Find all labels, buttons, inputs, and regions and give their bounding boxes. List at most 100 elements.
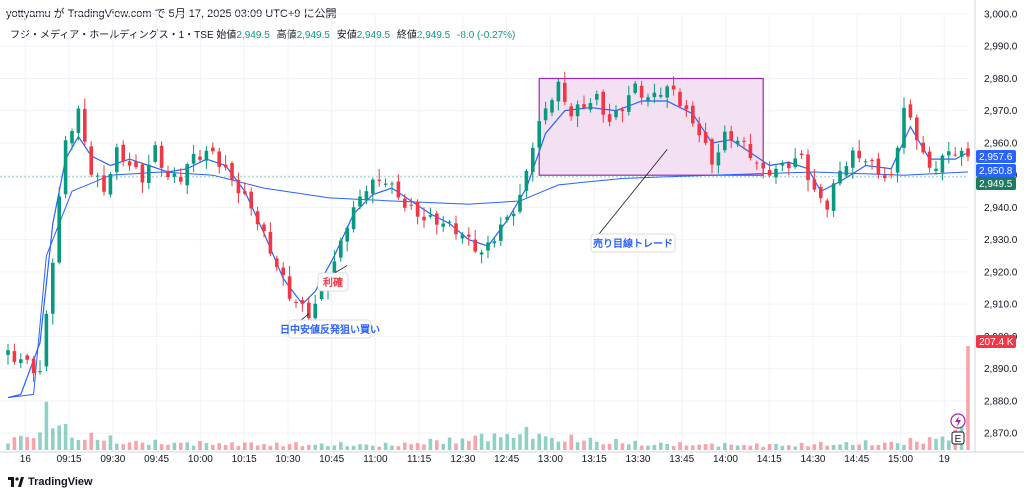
volume-bar <box>179 442 183 450</box>
volume-bar <box>351 445 356 450</box>
price-tag <box>976 150 1016 163</box>
volume-bar <box>793 446 797 450</box>
candle-body <box>537 121 541 148</box>
candle-body <box>243 191 247 194</box>
candle-body <box>287 276 292 299</box>
candle-body <box>582 104 586 108</box>
volume-bar <box>883 442 887 450</box>
volume-bar <box>812 444 817 450</box>
candle-body <box>390 183 394 185</box>
volume-bar <box>38 432 42 450</box>
candle-body <box>383 183 388 185</box>
candle-body <box>108 174 113 195</box>
volume-bar <box>524 426 529 450</box>
volume-bar <box>153 439 157 450</box>
volume-bar <box>511 437 516 450</box>
close-value: 2,949.5 <box>416 30 451 41</box>
high-value: 2,949.5 <box>296 30 330 41</box>
candle-body <box>51 262 55 314</box>
candle-body <box>371 179 375 194</box>
volume-bar <box>307 444 311 450</box>
candle-body <box>499 224 503 241</box>
candle-body <box>25 355 29 360</box>
candle-body <box>179 176 183 182</box>
candle-body <box>511 213 516 217</box>
volume-bar <box>217 443 221 450</box>
volume-bar <box>268 445 273 450</box>
candle-body <box>774 168 778 178</box>
volume-bar <box>767 444 772 450</box>
candle-body <box>761 162 765 169</box>
candle-body <box>473 239 477 252</box>
volume-bar <box>780 445 785 450</box>
high-label: 高値 <box>276 30 297 41</box>
candle-body <box>217 151 221 167</box>
candle-body <box>684 105 689 110</box>
symbol-name[interactable]: フジ・メディア・ホールディングス・1・TSE <box>10 30 214 41</box>
volume-bar <box>851 444 855 450</box>
volume-bar <box>19 435 23 450</box>
volume-bar <box>601 444 605 450</box>
candle-body <box>396 181 401 198</box>
volume-bar <box>870 445 874 450</box>
x-tick-label: 09:45 <box>144 454 169 465</box>
volume-bar <box>204 443 209 450</box>
volume-bar <box>838 444 842 450</box>
sell-zone-box <box>538 77 764 176</box>
candle-body <box>486 242 490 251</box>
x-tick-label: 12:30 <box>450 454 475 465</box>
volume-bar <box>659 442 663 450</box>
volume-bar <box>12 437 17 450</box>
volume-bar <box>31 438 36 450</box>
y-tick-label: 2,990.0 <box>984 42 1018 53</box>
candle-body <box>723 131 727 151</box>
y-tick-label: 2,910.0 <box>984 300 1018 311</box>
candle-body <box>838 170 842 184</box>
candle-body <box>959 150 964 157</box>
x-tick-label: 14:15 <box>757 454 782 465</box>
vwap-line <box>7 171 969 399</box>
candle-body <box>198 156 202 160</box>
candle-body <box>70 131 74 144</box>
tradingview-footer[interactable]: TradingView <box>8 476 93 488</box>
volume-bar <box>403 442 407 450</box>
volume-bar <box>819 441 823 450</box>
candle-body <box>819 186 823 199</box>
callout-text: 売り目線トレード <box>593 237 673 250</box>
candle-body <box>703 131 708 143</box>
volume-bar <box>223 444 228 450</box>
candle-body <box>358 196 362 207</box>
candle-body <box>755 162 759 164</box>
candle-body <box>275 258 279 267</box>
candle-body <box>614 110 618 118</box>
candle-body <box>236 179 241 194</box>
volume-bar <box>236 445 241 450</box>
candle-body <box>428 215 433 217</box>
candle-body <box>102 175 106 192</box>
volume-bar <box>63 423 68 450</box>
volume-bar <box>857 444 861 450</box>
volume-bar <box>492 433 497 450</box>
x-tick-label: 14:45 <box>844 454 869 465</box>
candle-body <box>121 144 125 162</box>
candle-body <box>377 179 381 181</box>
candlesticks <box>6 71 970 382</box>
volume-bar <box>646 445 650 450</box>
x-tick-label: 14:30 <box>800 454 825 465</box>
candle-body <box>319 290 324 300</box>
volume-bar <box>115 443 119 450</box>
volume-bar <box>505 434 509 450</box>
volume-bar <box>729 444 733 450</box>
candle-body <box>415 201 420 217</box>
candle-body <box>588 103 593 110</box>
candle-body <box>883 175 887 179</box>
candle-body <box>543 108 548 121</box>
candle-body <box>639 85 644 98</box>
volume-bar <box>159 444 164 450</box>
callout-box <box>288 319 372 339</box>
candle-body <box>780 163 785 166</box>
volume-bar <box>319 443 324 450</box>
candle-body <box>691 105 695 124</box>
volume-bar <box>787 445 791 450</box>
